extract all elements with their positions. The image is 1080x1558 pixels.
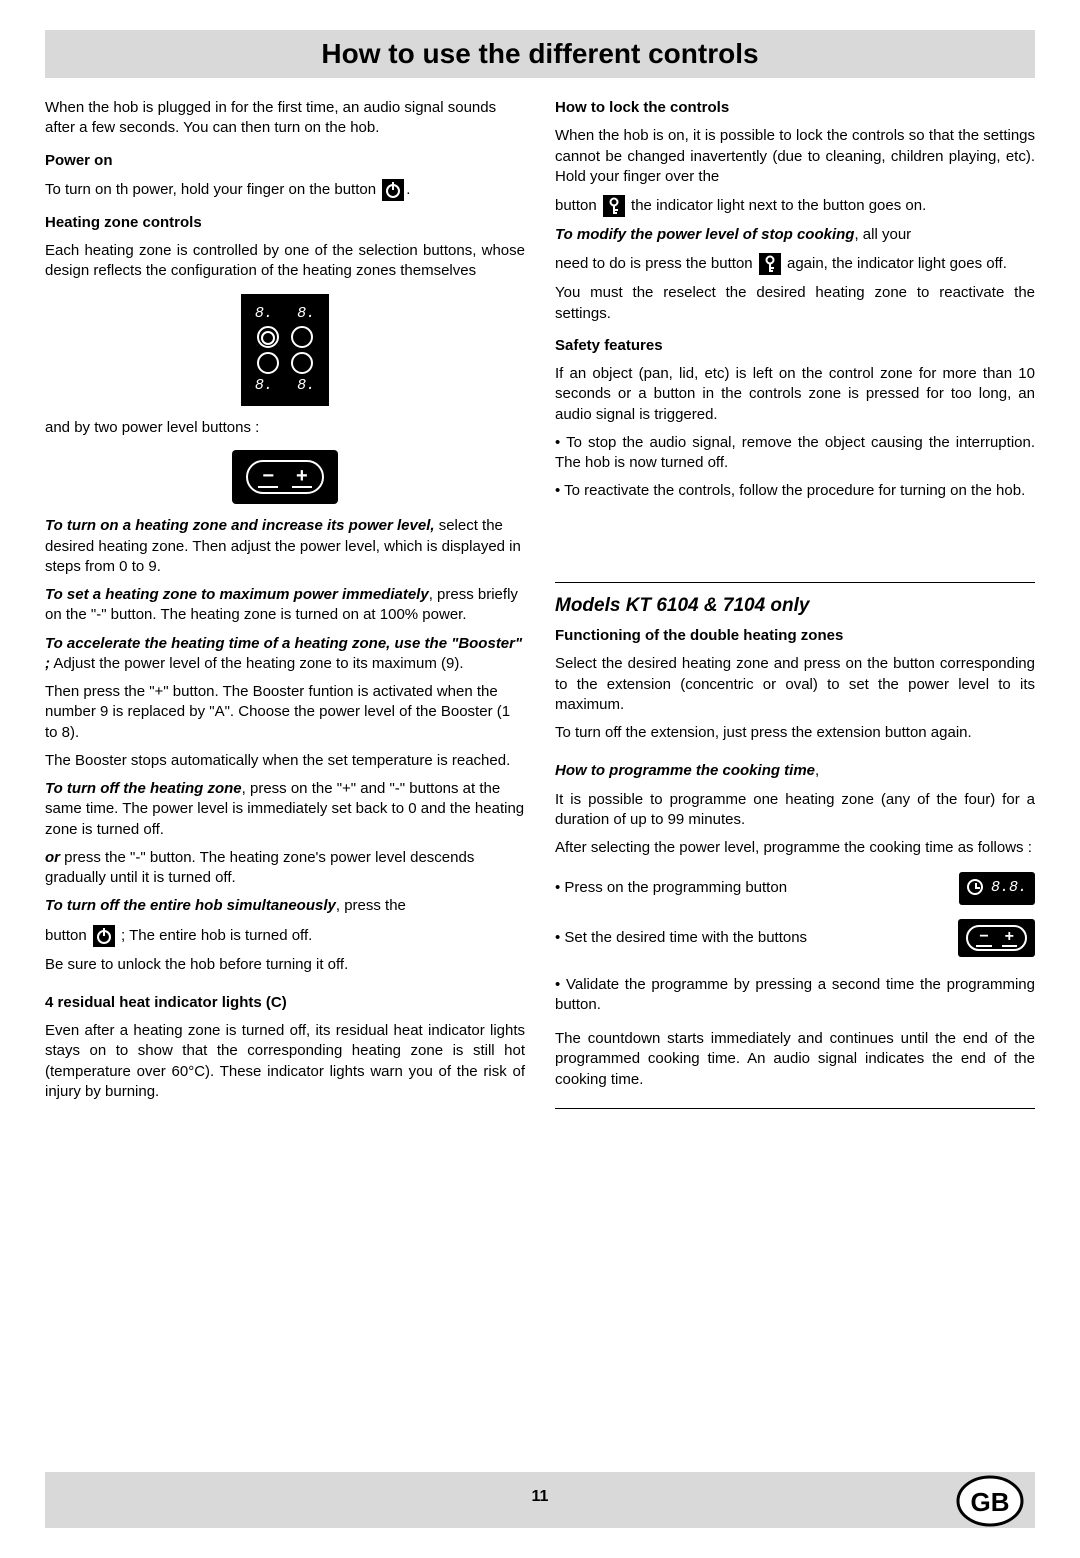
key-icon xyxy=(759,253,781,275)
boost-para3: The Booster stops automatically when the… xyxy=(45,751,525,771)
content-columns: When the hob is plugged in for the first… xyxy=(0,98,1080,1119)
prog-t2: After selecting the power level, program… xyxy=(555,838,1035,858)
safety-t3: • To reactivate the controls, follow the… xyxy=(555,481,1035,501)
prog-bullet-2: • Set the desired time with the buttons … xyxy=(555,919,1035,957)
prog-heading-line: How to programme the cooking time, xyxy=(555,761,1035,781)
lock-text: When the hob is on, it is possible to lo… xyxy=(555,126,1035,187)
double-heading: Functioning of the double heating zones xyxy=(555,626,1035,646)
off-para: To turn off the heating zone, press on t… xyxy=(45,779,525,840)
prog-b2-text: • Set the desired time with the buttons xyxy=(555,928,950,948)
prog-digits: 8.8. xyxy=(991,879,1027,896)
title-bar: How to use the different controls xyxy=(45,30,1035,78)
zone-digit: 8. xyxy=(255,304,273,324)
zones-figure: 8. 8. 8. 8. xyxy=(45,294,525,407)
entire-p2a: button xyxy=(45,926,91,943)
modify-para1: To modify the power level of stop cookin… xyxy=(555,225,1035,245)
safety-t2: • To stop the audio signal, remove the o… xyxy=(555,433,1035,474)
double-t2: To turn off the extension, just press th… xyxy=(555,723,1035,743)
safety-heading: Safety features xyxy=(555,336,1035,356)
entire-bold: To turn off the entire hob simultaneousl… xyxy=(45,897,336,914)
zone-digit: 8. xyxy=(255,376,273,396)
power-on-heading: Power on xyxy=(45,151,525,171)
power-on-text: To turn on th power, hold your finger on… xyxy=(45,179,525,201)
modify-bold: To modify the power level of stop cookin… xyxy=(555,226,854,243)
entire-para3: Be sure to unlock the hob before turning… xyxy=(45,955,525,975)
prog-b1-text: • Press on the programming button xyxy=(555,878,951,898)
plus-minus-icon: −+ xyxy=(958,919,1035,957)
plus-minus-figure: −+ xyxy=(45,450,525,504)
prog-bullet-1: • Press on the programming button 8.8. xyxy=(555,872,1035,904)
off-bold: To turn off the heating zone xyxy=(45,780,242,797)
or-para: or press the "-" button. The heating zon… xyxy=(45,848,525,889)
prog-t1: It is possible to programme one heating … xyxy=(555,790,1035,831)
max-bold: To set a heating zone to maximum power i… xyxy=(45,586,429,603)
page-number: 11 xyxy=(532,1488,549,1506)
safety-t1: If an object (pan, lid, etc) is left on … xyxy=(555,364,1035,425)
lock-text2: button the indicator light next to the b… xyxy=(555,195,1035,217)
lock-heading: How to lock the controls xyxy=(555,98,1035,118)
lock-t2a: button xyxy=(555,197,601,214)
prog-t3: • Validate the programme by pressing a s… xyxy=(555,975,1035,1016)
double-t1: Select the desired heating zone and pres… xyxy=(555,654,1035,715)
heating-text: Each heating zone is controlled by one o… xyxy=(45,241,525,282)
left-column: When the hob is plugged in for the first… xyxy=(45,98,525,1119)
max-para: To set a heating zone to maximum power i… xyxy=(45,585,525,626)
modify-para3: You must the reselect the desired heatin… xyxy=(555,283,1035,324)
or-rest: press the "-" button. The heating zone's… xyxy=(45,849,474,886)
zone-digit: 8. xyxy=(297,304,315,324)
turn-on-para: To turn on a heating zone and increase i… xyxy=(45,516,525,577)
footer-bar: 11 GB xyxy=(45,1472,1035,1528)
power-icon xyxy=(93,925,115,947)
power-on-text-a: To turn on th power, hold your finger on… xyxy=(45,181,380,198)
residual-heading: 4 residual heat indicator lights (C) xyxy=(45,993,525,1013)
boost-para2: Then press the "+" button. The Booster f… xyxy=(45,682,525,743)
zone-digit: 8. xyxy=(297,376,315,396)
intro-text: When the hob is plugged in for the first… xyxy=(45,98,525,139)
prog-t4: The countdown starts immediately and con… xyxy=(555,1029,1035,1090)
right-column: How to lock the controls When the hob is… xyxy=(555,98,1035,1119)
section-divider-end xyxy=(555,1108,1035,1109)
boost-rest: Adjust the power level of the heating zo… xyxy=(50,655,464,672)
modify-p2b: again, the indicator light goes off. xyxy=(787,255,1007,272)
modify-rest: , all your xyxy=(854,226,911,243)
page-title: How to use the different controls xyxy=(45,38,1035,70)
power-on-text-b: . xyxy=(406,181,410,198)
prog-heading: How to programme the cooking time xyxy=(555,762,815,779)
modify-p2a: need to do is press the button xyxy=(555,255,757,272)
section-divider xyxy=(555,582,1035,583)
heating-heading: Heating zone controls xyxy=(45,213,525,233)
entire-para1: To turn off the entire hob simultaneousl… xyxy=(45,896,525,916)
power-icon xyxy=(382,179,404,201)
gb-badge-icon: GB xyxy=(955,1466,1025,1536)
svg-text:GB: GB xyxy=(971,1487,1010,1517)
entire-rest: , press the xyxy=(336,897,406,914)
lock-t2b: the indicator light next to the button g… xyxy=(631,197,926,214)
boost-para1: To accelerate the heating time of a heat… xyxy=(45,634,525,675)
turn-on-bold: To turn on a heating zone and increase i… xyxy=(45,517,435,534)
residual-text: Even after a heating zone is turned off,… xyxy=(45,1021,525,1102)
programming-button-icon: 8.8. xyxy=(959,872,1035,904)
prog-comma: , xyxy=(815,762,819,779)
key-icon xyxy=(603,195,625,217)
entire-para2: button ; The entire hob is turned off. xyxy=(45,925,525,947)
modify-para2: need to do is press the button again, th… xyxy=(555,253,1035,275)
two-buttons-text: and by two power level buttons : xyxy=(45,418,525,438)
or-bold: or xyxy=(45,849,60,866)
entire-p2b: ; The entire hob is turned off. xyxy=(121,926,312,943)
models-heading: Models KT 6104 & 7104 only xyxy=(555,593,1035,619)
